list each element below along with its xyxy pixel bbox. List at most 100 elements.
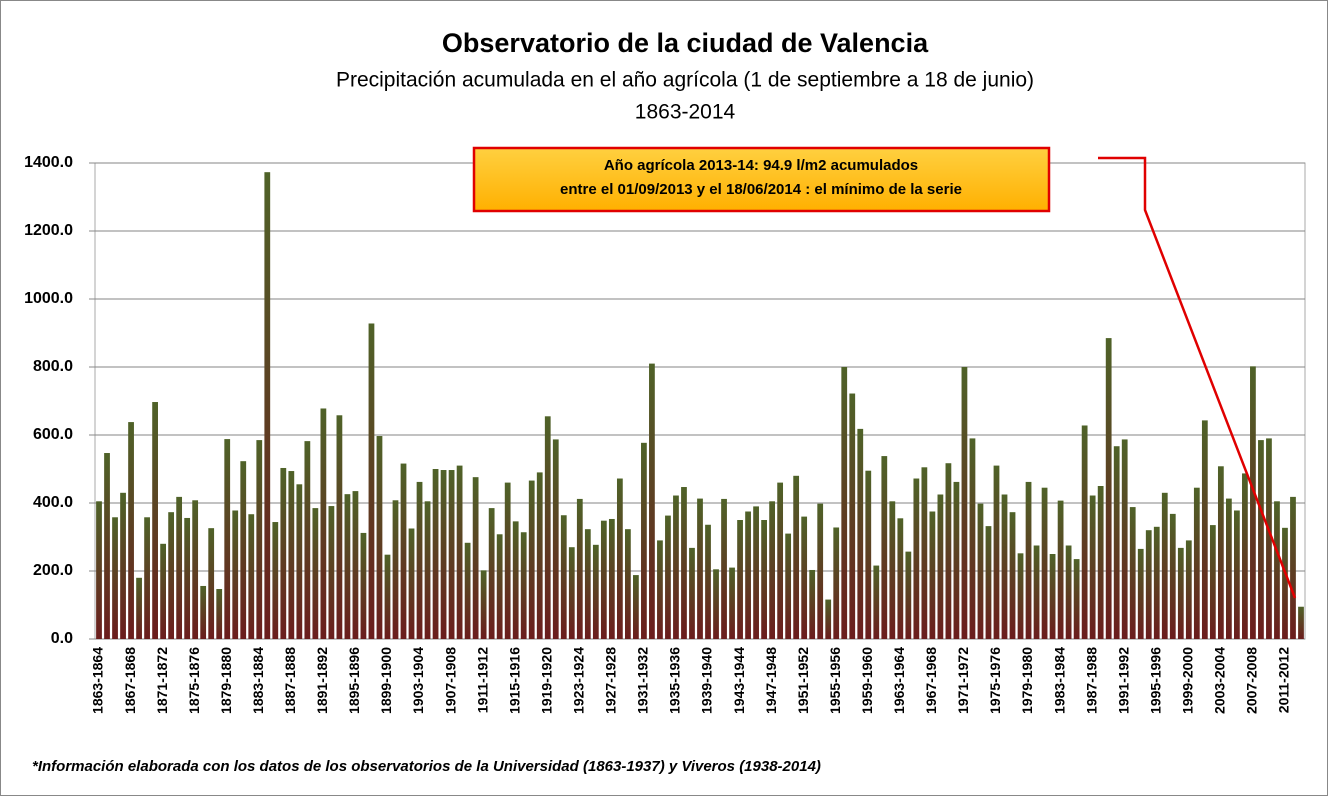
bar — [633, 575, 639, 639]
bar — [673, 495, 679, 639]
bar — [1017, 553, 1024, 639]
bar — [873, 565, 880, 639]
bar — [993, 465, 1000, 639]
bar — [272, 522, 279, 639]
bar — [176, 496, 183, 639]
bar — [697, 498, 703, 639]
bar — [328, 506, 335, 639]
bar — [1113, 446, 1120, 639]
bar — [320, 408, 327, 639]
bar — [769, 501, 776, 639]
bar — [1121, 439, 1128, 639]
bar — [144, 517, 150, 639]
bar — [360, 532, 367, 639]
y-tick-label: 400.0 — [33, 494, 73, 511]
bar — [1258, 440, 1264, 639]
x-tick-label: 1967-1968 — [923, 647, 939, 714]
bar — [480, 570, 487, 639]
x-tick-label: 1987-1988 — [1083, 647, 1099, 714]
bar — [1209, 525, 1216, 639]
bar — [576, 498, 583, 639]
bar — [1153, 526, 1160, 639]
y-tick-label: 600.0 — [33, 426, 73, 443]
x-tick-label: 1971-1972 — [955, 647, 971, 714]
bar — [336, 415, 343, 639]
bar — [713, 569, 719, 639]
bar — [240, 461, 247, 639]
bar — [825, 599, 832, 639]
bar — [408, 528, 415, 639]
y-tick-label: 1200.0 — [24, 222, 73, 239]
bar — [152, 402, 158, 639]
bar — [440, 470, 447, 639]
bar — [969, 438, 976, 639]
x-tick-label: 1951-1952 — [795, 647, 811, 714]
bar — [512, 521, 519, 639]
bar — [1282, 527, 1288, 639]
bar — [785, 533, 792, 639]
bar — [985, 526, 992, 639]
bar — [448, 470, 455, 639]
bar — [681, 487, 687, 639]
x-tick-label: 1863-1864 — [90, 647, 106, 714]
x-tick-label: 1923-1924 — [571, 647, 587, 714]
bar — [929, 511, 936, 639]
x-tick-label: 1943-1944 — [731, 647, 747, 714]
x-tick-label: 1899-1900 — [378, 647, 394, 714]
bar — [1177, 547, 1184, 639]
bar — [809, 569, 816, 639]
bar — [104, 453, 110, 639]
bar — [536, 472, 543, 639]
y-tick-label: 1000.0 — [24, 290, 73, 307]
bar — [416, 481, 423, 639]
x-tick-label: 1891-1892 — [314, 647, 330, 714]
x-tick-label: 2011-2012 — [1276, 647, 1292, 713]
bar — [616, 478, 623, 639]
bar — [120, 492, 126, 639]
bar — [1049, 554, 1056, 639]
bar — [1169, 513, 1176, 639]
bar — [192, 500, 199, 639]
x-tick-label: 1907-1908 — [442, 647, 458, 714]
bar — [464, 542, 471, 639]
bar — [456, 465, 463, 639]
chart-title: Observatorio de la ciudad de Valencia — [442, 28, 929, 58]
bar — [136, 577, 142, 639]
chart-period: 1863-2014 — [635, 101, 736, 124]
bar — [1025, 481, 1032, 639]
bar — [352, 491, 359, 639]
bar — [1089, 495, 1096, 639]
bar — [1298, 606, 1304, 639]
bar — [248, 514, 255, 639]
bar — [1225, 498, 1232, 639]
bar — [857, 428, 864, 639]
bar — [1097, 486, 1104, 639]
x-tick-label: 1903-1904 — [410, 647, 426, 714]
x-tick-label: 1983-1984 — [1051, 647, 1067, 714]
bar — [737, 520, 743, 639]
y-tick-label: 800.0 — [33, 358, 73, 375]
bar — [1217, 466, 1224, 639]
bar — [296, 484, 303, 639]
footnote: *Información elaborada con los datos de … — [32, 758, 821, 775]
bar — [953, 481, 960, 639]
bar — [1057, 500, 1064, 639]
bar — [841, 367, 848, 639]
bar — [344, 494, 351, 639]
x-tick-label: 1879-1880 — [218, 647, 234, 714]
bar — [608, 518, 615, 639]
bar — [897, 518, 904, 639]
x-tick-label: 1995-1996 — [1147, 647, 1163, 714]
bar — [1193, 487, 1200, 639]
bar — [1081, 425, 1088, 639]
x-tick-label: 1871-1872 — [154, 647, 170, 714]
bar — [1201, 420, 1208, 639]
bar — [761, 520, 767, 639]
bar — [1161, 492, 1168, 639]
bar — [200, 585, 207, 639]
bar — [560, 515, 567, 639]
bar — [160, 543, 166, 639]
bar — [520, 532, 527, 639]
x-tick-label: 1955-1956 — [827, 647, 843, 714]
